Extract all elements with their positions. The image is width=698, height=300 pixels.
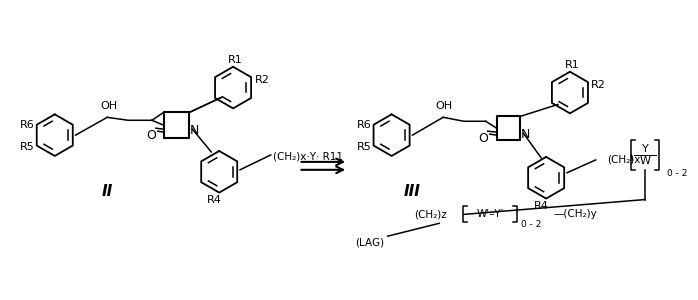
Text: (CH₂)x: (CH₂)x	[607, 155, 641, 165]
Text: (LAG): (LAG)	[355, 237, 385, 247]
Text: N: N	[521, 128, 530, 141]
Text: W'–Y': W'–Y'	[477, 209, 504, 219]
Text: R6: R6	[20, 120, 34, 130]
Text: R4: R4	[534, 202, 549, 212]
Text: II: II	[102, 184, 113, 199]
Text: R6: R6	[357, 120, 371, 130]
Text: Y: Y	[642, 144, 648, 154]
Text: OH: OH	[436, 101, 453, 111]
Text: R2: R2	[254, 75, 269, 85]
Text: —(CH₂)y: —(CH₂)y	[553, 209, 597, 219]
Text: W: W	[640, 156, 651, 166]
Text: (CH₂)z: (CH₂)z	[415, 209, 447, 219]
Text: R5: R5	[357, 142, 371, 152]
Text: R1: R1	[228, 55, 242, 65]
Text: N: N	[190, 124, 199, 137]
Text: OH: OH	[101, 101, 118, 111]
Text: R1: R1	[565, 60, 579, 70]
Text: III: III	[404, 184, 421, 199]
Text: 0 - 2: 0 - 2	[521, 220, 542, 229]
Text: 0 - 2: 0 - 2	[667, 169, 688, 178]
Text: R2: R2	[591, 80, 606, 90]
Text: O: O	[478, 132, 488, 145]
Text: (CH₂)x·Y· R11: (CH₂)x·Y· R11	[273, 152, 343, 162]
Text: R5: R5	[20, 142, 34, 152]
Text: R4: R4	[207, 194, 222, 205]
Text: O: O	[146, 129, 156, 142]
